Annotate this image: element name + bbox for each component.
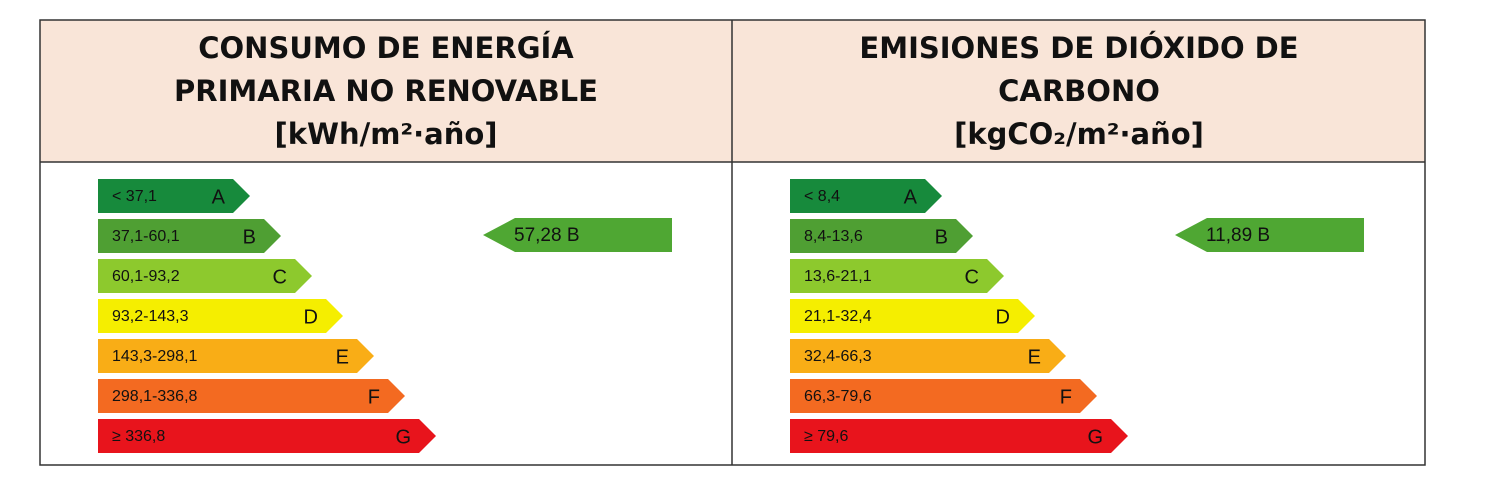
panel-title-line: [kgCO₂/m²·año]	[954, 117, 1204, 151]
class-letter: E	[336, 346, 349, 368]
class-range: 21,1-32,4	[804, 308, 872, 325]
class-arrow	[98, 339, 374, 373]
panel-title-line: [kWh/m²·año]	[274, 117, 497, 151]
class-arrow	[98, 379, 405, 413]
class-range: 8,4-13,6	[804, 228, 863, 245]
class-range: < 8,4	[804, 188, 840, 205]
class-letter: C	[273, 266, 287, 288]
class-letter: B	[243, 226, 256, 248]
class-letter: D	[996, 306, 1010, 328]
class-arrow	[98, 299, 343, 333]
class-range: 37,1-60,1	[112, 228, 180, 245]
class-arrow	[790, 219, 973, 253]
class-letter: B	[935, 226, 948, 248]
class-arrow	[790, 379, 1097, 413]
class-letter: A	[212, 186, 226, 208]
class-arrow	[790, 339, 1066, 373]
class-range: 13,6-21,1	[804, 268, 872, 285]
class-letter: G	[395, 426, 411, 448]
rating-arrow	[483, 218, 672, 252]
rating-value: 11,89 B	[1206, 225, 1270, 246]
class-letter: D	[304, 306, 318, 328]
class-range: < 37,1	[112, 188, 157, 205]
class-arrow	[790, 419, 1128, 453]
panel-title-line: EMISIONES DE DIÓXIDO DE	[859, 31, 1298, 65]
class-range: 143,3-298,1	[112, 348, 198, 365]
class-letter: C	[965, 266, 979, 288]
class-letter: E	[1028, 346, 1041, 368]
class-range: 298,1-336,8	[112, 388, 198, 405]
class-arrow	[790, 259, 1004, 293]
class-range: 66,3-79,6	[804, 388, 872, 405]
class-range: 32,4-66,3	[804, 348, 872, 365]
rating-value: 57,28 B	[514, 225, 580, 246]
class-arrow	[98, 179, 250, 213]
class-range: 93,2-143,3	[112, 308, 189, 325]
class-arrow	[98, 419, 436, 453]
class-range: 60,1-93,2	[112, 268, 180, 285]
class-letter: F	[1060, 386, 1072, 408]
class-letter: F	[368, 386, 380, 408]
class-arrow	[790, 299, 1035, 333]
panel-title-line: PRIMARIA NO RENOVABLE	[174, 74, 598, 108]
panel-title-line: CONSUMO DE ENERGÍA	[198, 31, 574, 65]
class-letter: A	[904, 186, 918, 208]
panel-title-line: CARBONO	[998, 74, 1160, 108]
class-range: ≥ 336,8	[112, 428, 165, 445]
class-arrow	[790, 179, 942, 213]
class-arrow	[98, 219, 281, 253]
class-arrow	[98, 259, 312, 293]
class-range: ≥ 79,6	[804, 428, 848, 445]
class-letter: G	[1087, 426, 1103, 448]
rating-arrow	[1175, 218, 1364, 252]
